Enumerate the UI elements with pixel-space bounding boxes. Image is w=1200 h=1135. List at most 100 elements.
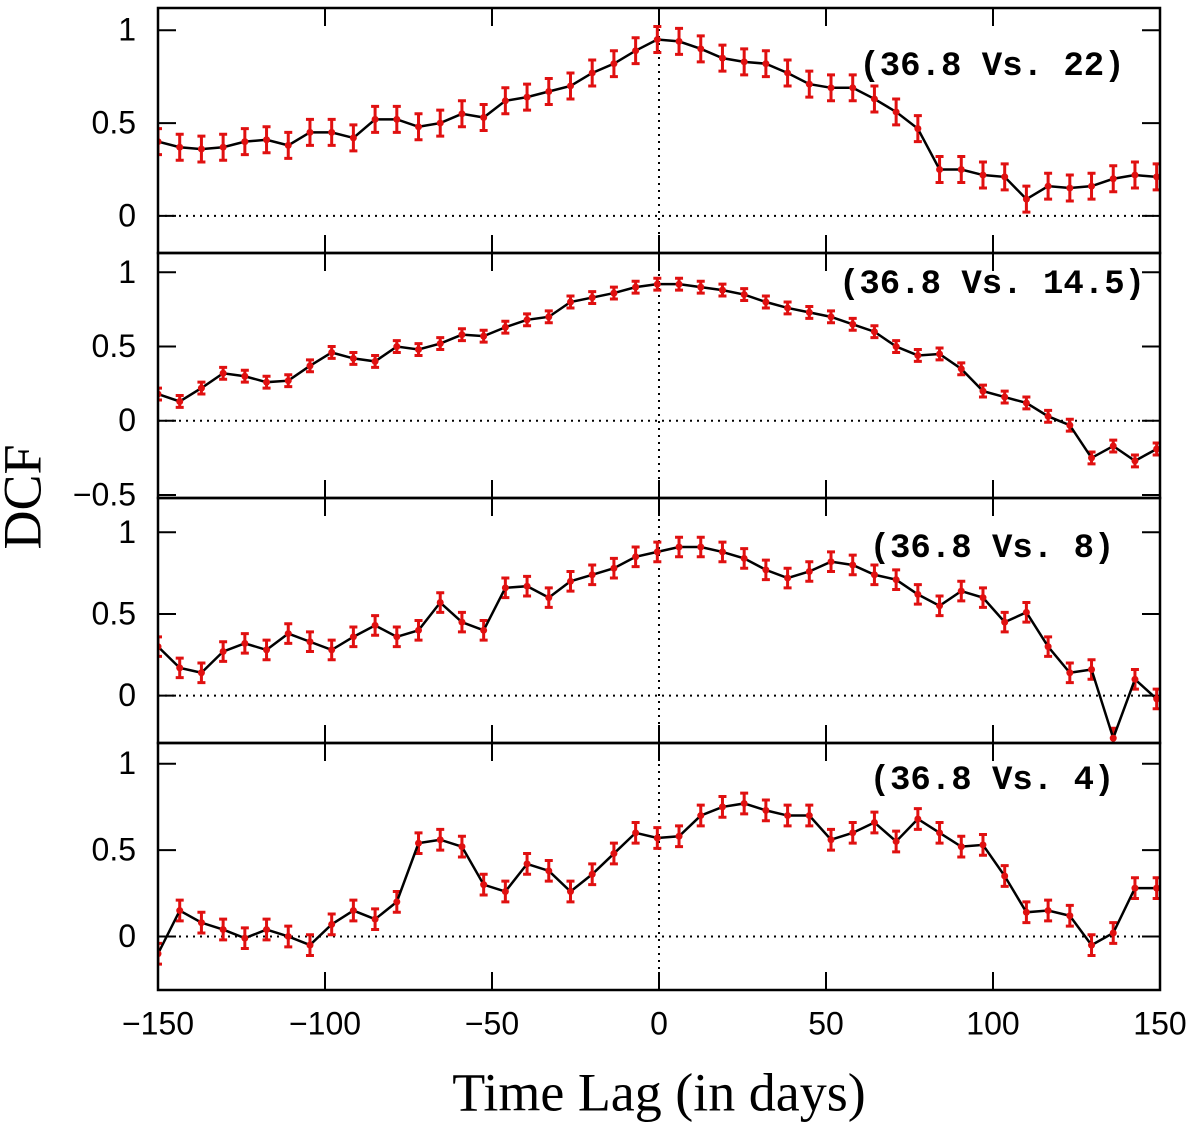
data-point [849, 829, 857, 837]
data-point [415, 839, 423, 847]
data-point [979, 841, 987, 849]
data-point [393, 343, 401, 351]
data-point [870, 95, 878, 103]
data-point [632, 47, 640, 55]
data-point [784, 304, 792, 312]
data-point [523, 93, 531, 101]
data-point [936, 602, 944, 610]
error-bar [158, 386, 162, 402]
data-point [610, 850, 618, 858]
data-point [1001, 393, 1009, 401]
data-point [718, 54, 726, 62]
data-point [784, 69, 792, 77]
y-tick-label: 0 [118, 402, 136, 438]
plot-area [158, 25, 1160, 214]
data-point [393, 633, 401, 641]
data-point [914, 125, 922, 133]
data-point [349, 134, 357, 142]
data-point [436, 119, 444, 127]
data-point [458, 331, 466, 339]
data-point [1109, 442, 1117, 450]
data-point [328, 646, 336, 654]
data-point [784, 812, 792, 820]
data-point [892, 576, 900, 584]
data-point [371, 621, 379, 629]
data-point [957, 165, 965, 173]
data-point [1153, 445, 1160, 453]
error-bar [158, 941, 162, 966]
data-point [697, 543, 705, 551]
data-point [827, 558, 835, 566]
data-point [1066, 912, 1074, 920]
data-point [263, 646, 271, 654]
panel-frame [156, 741, 1162, 992]
x-tick-label: −50 [465, 1005, 519, 1041]
data-point [805, 80, 813, 88]
x-tick-label: 0 [650, 1005, 668, 1041]
data-point [371, 115, 379, 123]
x-tick-label: 150 [1133, 1005, 1186, 1041]
data-point [957, 587, 965, 595]
data-point [588, 294, 596, 302]
data-point [241, 934, 249, 942]
data-point [1153, 884, 1160, 892]
data-point [762, 566, 770, 574]
data-point [827, 313, 835, 321]
data-point [762, 298, 770, 306]
data-point [523, 316, 531, 324]
y-tick-label: 0 [118, 197, 136, 233]
y-tick-label: 1 [118, 745, 136, 781]
plot-area [158, 791, 1160, 966]
error-bar [158, 635, 162, 658]
data-point [675, 37, 683, 45]
plot-area [158, 535, 1160, 743]
data-point [480, 332, 488, 340]
data-point [957, 365, 965, 373]
data-point [675, 280, 683, 288]
data-point [328, 348, 336, 356]
y-tick-label: 1 [118, 514, 136, 550]
data-point [1066, 421, 1074, 429]
data-point [284, 932, 292, 940]
data-point [979, 171, 987, 179]
data-point [197, 145, 205, 153]
data-point [501, 584, 509, 592]
data-point [632, 283, 640, 291]
data-point [610, 289, 618, 297]
data-point [892, 343, 900, 351]
data-point [892, 837, 900, 845]
data-point [349, 633, 357, 641]
data-point [653, 548, 661, 556]
data-point [349, 354, 357, 362]
data-point [284, 630, 292, 638]
data-point [1066, 184, 1074, 192]
data-point [697, 812, 705, 820]
data-point [393, 898, 401, 906]
data-point [805, 812, 813, 820]
data-point [762, 60, 770, 68]
annotation: (36.8 Vs. 14.5) [839, 266, 1145, 304]
data-point [1022, 399, 1030, 407]
data-point [870, 328, 878, 336]
data-point [936, 165, 944, 173]
data-point [545, 88, 553, 96]
data-point [349, 907, 357, 915]
data-point [176, 143, 184, 151]
data-point [588, 571, 596, 579]
data-point [1109, 734, 1117, 742]
data-point [501, 323, 509, 331]
data-point [393, 115, 401, 123]
data-point [1088, 182, 1096, 190]
data-point [176, 907, 184, 915]
data-point [306, 128, 314, 136]
data-point [1044, 412, 1052, 420]
data-point [436, 836, 444, 844]
data-point [545, 867, 553, 875]
data-point [610, 60, 618, 68]
data-point [306, 941, 314, 949]
data-point [805, 568, 813, 575]
data-point [718, 803, 726, 811]
data-point [1022, 608, 1030, 616]
data-point [979, 387, 987, 395]
